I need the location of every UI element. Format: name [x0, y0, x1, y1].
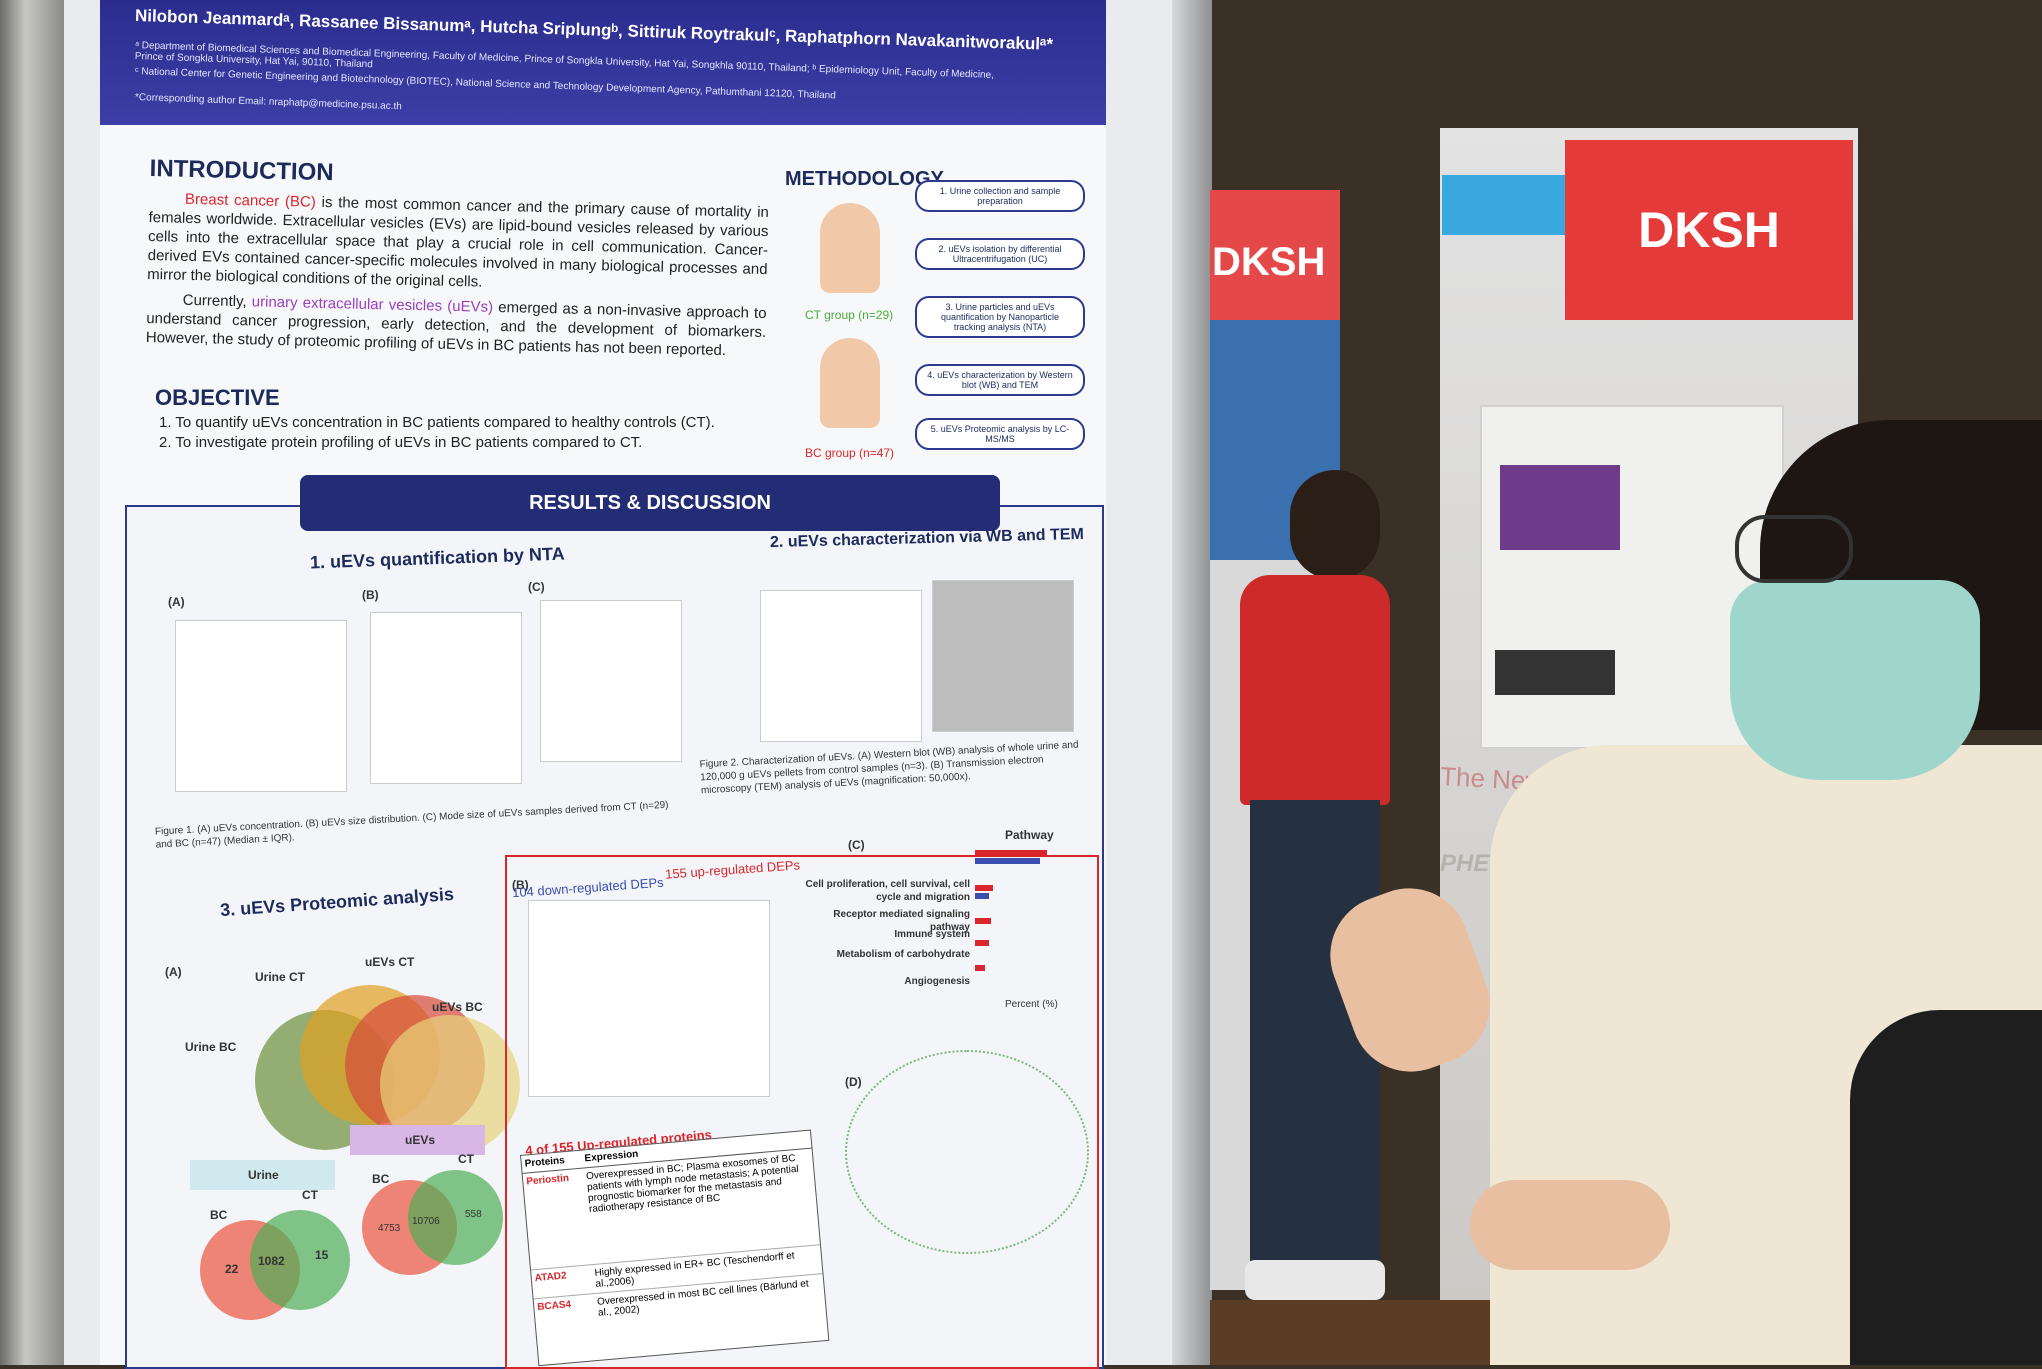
chart-title: Pathway — [1005, 828, 1054, 842]
pathway-label: Metabolism of carbohydrate — [836, 949, 970, 960]
mode-plot — [540, 600, 682, 762]
bar — [975, 940, 989, 946]
banner-stripe — [1442, 175, 1565, 235]
panel-label: (A) — [168, 595, 185, 609]
pathway-label: Angiogenesis — [904, 976, 970, 987]
instrument-panel — [1500, 465, 1620, 550]
cell: BCAS4 — [536, 1299, 572, 1314]
pathway-label: Receptor mediated signaling pathway — [833, 909, 970, 933]
cell: ATAD2 — [534, 1270, 568, 1285]
text: Currently, — [182, 291, 252, 311]
method-step: 3. Urine particles and uEVs quantificati… — [915, 296, 1085, 338]
banner-logo: DKSH — [1565, 140, 1853, 320]
person-shoes — [1245, 1260, 1385, 1300]
axis-label: Percent (%) — [1005, 999, 1058, 1010]
panel-label: (B) — [512, 878, 529, 892]
foreground-person — [1850, 1010, 2042, 1365]
venn-label: uEVs CT — [365, 955, 415, 969]
venn-four — [255, 985, 525, 1155]
face-mask — [1730, 580, 1980, 780]
tem-image — [932, 580, 1074, 732]
person-shirt — [1240, 575, 1390, 805]
results-heading: RESULTS & DISCUSSION — [300, 475, 1000, 531]
network — [845, 1050, 1089, 1254]
venn-label: CT — [458, 1152, 474, 1166]
header-cell: Expression — [584, 1148, 639, 1165]
method-step: 4. uEVs characterization by Western blot… — [915, 364, 1085, 396]
venn-number: 10706 — [412, 1216, 440, 1227]
illustration — [820, 338, 880, 428]
bar — [975, 918, 991, 924]
objective-item: 2. To investigate protein profiling of u… — [159, 434, 643, 451]
venn-title: uEVs — [405, 1133, 436, 1147]
methodology: METHODOLOGY CT group (n=29) BC group (n=… — [785, 168, 1085, 473]
cell: Overexpressed in BC; Plasma exosomes of … — [585, 1153, 800, 1216]
panel-label: (D) — [845, 1075, 862, 1089]
panel-label: (C) — [848, 838, 865, 852]
board-edge — [1172, 0, 1212, 1365]
venn-circle — [250, 1210, 350, 1310]
venn-circle — [408, 1170, 503, 1265]
venn-label: BC — [372, 1172, 390, 1186]
venn-label: Urine BC — [185, 1040, 237, 1054]
instrument-tray — [1495, 650, 1615, 695]
venn-header — [190, 1160, 335, 1190]
western-blot — [760, 590, 922, 742]
cell: Periostin — [525, 1172, 570, 1188]
nta-plot — [175, 620, 347, 792]
group-label: CT group (n=29) — [805, 308, 894, 322]
panel-label: (C) — [528, 580, 545, 594]
person-head — [1290, 470, 1380, 580]
group-label: BC group (n=47) — [805, 446, 895, 460]
method-step: 2. uEVs isolation by differential Ultrac… — [915, 238, 1085, 270]
highlight: Breast cancer (BC) — [184, 190, 316, 211]
size-plot — [370, 612, 522, 784]
venn-label: BC — [210, 1208, 228, 1222]
protein-table: Proteins Expression Periostin Overexpresse… — [520, 1129, 830, 1367]
venn-number: 558 — [465, 1209, 482, 1220]
panel-label: (B) — [362, 588, 379, 602]
board-frame — [0, 0, 64, 1365]
venn-number: 4753 — [378, 1223, 401, 1234]
venn-number: 22 — [225, 1262, 239, 1276]
venn-number: 15 — [315, 1248, 329, 1262]
panel-label: (A) — [165, 965, 182, 979]
paragraph: Breast cancer (BC) is the most common ca… — [147, 189, 769, 298]
bar — [975, 885, 993, 891]
method-step: 5. uEVs Proteomic analysis by LC-MS/MS — [915, 418, 1085, 450]
hand — [1470, 1180, 1670, 1270]
venn-label: uEVs BC — [432, 1000, 483, 1014]
section-heading: OBJECTIVE — [155, 385, 280, 410]
venn-label: Urine CT — [255, 970, 306, 984]
venn-label: CT — [302, 1188, 318, 1202]
header-cell: Proteins — [524, 1155, 566, 1170]
venn-number: 1082 — [258, 1254, 285, 1268]
method-step: 1. Urine collection and sample preparati… — [915, 180, 1085, 212]
section-heading: METHODOLOGY — [785, 168, 944, 190]
poster-header — [100, 0, 1106, 125]
venn-title: Urine — [248, 1168, 279, 1182]
volcano-plot — [528, 900, 770, 1097]
bar — [975, 850, 1047, 856]
venn-header — [350, 1125, 485, 1155]
pathway-label: Immune system — [894, 929, 970, 940]
pathway-label: Cell proliferation, cell survival, cell … — [805, 879, 970, 903]
glasses — [1735, 515, 1853, 583]
objective-item: 1. To quantify uEVs concentration in BC … — [159, 414, 715, 431]
banner-logo: DKSH — [1212, 240, 1326, 284]
illustration — [820, 203, 880, 293]
introduction: INTRODUCTION Breast cancer (BC) is the m… — [146, 155, 770, 361]
bar — [975, 965, 985, 971]
bar — [975, 893, 989, 899]
objective: OBJECTIVE 1. To quantify uEVs concentrat… — [155, 385, 775, 451]
bar — [975, 858, 1040, 864]
